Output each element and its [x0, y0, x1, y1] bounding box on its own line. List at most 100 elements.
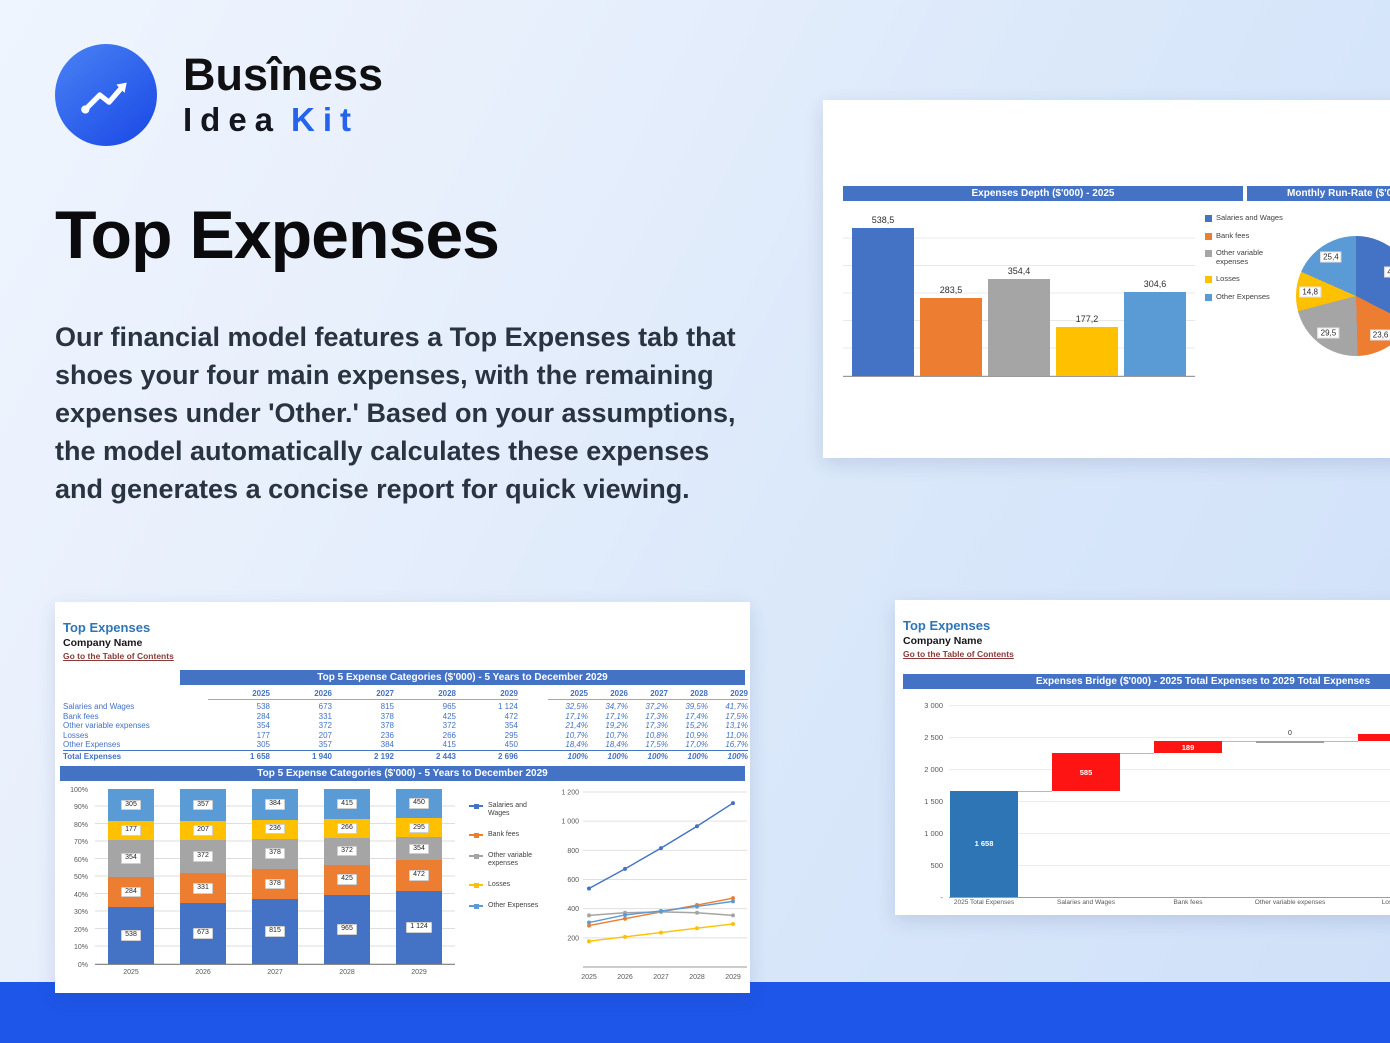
percent-cell: 10,7% [565, 730, 588, 740]
bar-value-label: 378 [265, 848, 285, 859]
bar-value-label: 354 [409, 843, 429, 855]
value-cell: 472 [504, 711, 518, 721]
value-cell: 207 [318, 730, 332, 740]
bar-segment: 472 [396, 860, 442, 891]
legend-marker-dot [474, 882, 479, 888]
value-cell: 354 [256, 721, 270, 731]
percent-cell: 17,0% [685, 740, 708, 750]
legend-label: Other Expenses [1216, 291, 1270, 301]
year-header: 2025 [548, 688, 588, 700]
percent-cell: 11,0% [725, 730, 748, 740]
legend-label: Salaries and Wages [1216, 213, 1283, 222]
gridline [949, 705, 1390, 706]
depth-bar: 283,5 [920, 285, 982, 376]
percent-cell: 21,4% [565, 721, 588, 731]
bar-segment: 673 [180, 903, 226, 964]
percent-cell: 32,5% [565, 702, 588, 711]
svg-text:2028: 2028 [689, 974, 705, 981]
year-header: 2029 [456, 688, 518, 700]
legend-label: Bank fees [1216, 230, 1250, 240]
legend-label: Bank fees [488, 831, 520, 838]
value-cell: 331 [318, 711, 332, 721]
percent-cell: 18,4% [605, 740, 628, 750]
gap-cell [518, 688, 548, 702]
bar-value-label: 1 658 [974, 839, 994, 849]
svg-text:2029: 2029 [725, 974, 741, 981]
value-cell: 357 [318, 740, 332, 750]
table-of-contents-link[interactable]: Go to the Table of Contents [903, 649, 1014, 659]
legend-marker [469, 882, 483, 888]
year-header: 2028 [668, 688, 708, 700]
depth-bar: 304,6 [1124, 279, 1186, 376]
brand-text: Busîness Idea Kit [183, 51, 383, 139]
bridge-waterfall-chart: 3 000 2 500 2 000 1 500 1 000 500 - 1 658 2025 T… [903, 696, 1390, 915]
x-axis-label: 2029 [411, 969, 427, 976]
percent-cell: 100% [548, 749, 588, 762]
bar-segment: 284 [108, 877, 154, 908]
bar-value-label: 538,5 [871, 214, 895, 225]
value-cell: 372 [318, 721, 332, 731]
legend-label: Other variable expenses [488, 852, 532, 867]
stacked-x-axis: 2025 2026 2027 2028 2029 [95, 969, 455, 976]
runrate-chart-header: Monthly Run-Rate ($'000) [1247, 186, 1390, 201]
bar-segment: 415 [324, 789, 370, 819]
value-cell: 1 658 [208, 749, 270, 762]
bar-segment: 538 [108, 907, 154, 964]
bar-value-label: 585 [1079, 767, 1093, 777]
y-tick-label: 3 000 [924, 701, 943, 710]
percent-cell: 10,7% [605, 730, 628, 740]
y-tick-label: 10% [73, 944, 88, 951]
bar-segment: 450 [396, 789, 442, 819]
bar-value-label: 1 124 [406, 922, 432, 933]
year-header: 2027 [332, 688, 394, 700]
bar-value-label: 295 [409, 822, 429, 834]
value-cell: 372 [442, 721, 456, 731]
legend-swatch [1205, 232, 1212, 240]
y-tick-label: 1 000 [924, 829, 943, 838]
waterfall-bar: 585 [1052, 753, 1120, 791]
value-cell: 425 [442, 711, 456, 721]
brand-logo[interactable]: Busîness Idea Kit [55, 44, 383, 146]
corner-cell [63, 688, 208, 702]
stacked-plot: 538 284 354 177 305 673 331 372 207 357 815 378 378 2… [95, 788, 455, 965]
y-tick-label: 90% [73, 804, 88, 811]
value-cell: 450 [504, 740, 518, 750]
legend-swatch [1205, 293, 1212, 301]
year-header: 2027 [628, 688, 668, 700]
legend-label: Other Expenses [488, 902, 539, 909]
bar-value-label: 425 [337, 874, 357, 885]
depth-bar-chart: 538,5 283,5 354,4 177,2 304,6 [843, 212, 1195, 377]
company-name: Company Name [63, 637, 143, 649]
bar-value-label: 304,6 [1143, 279, 1167, 290]
year-header: 2026 [588, 688, 628, 700]
top5-expense-table: 2025 2026 2027 2028 2029 2025 2026 2027 2028 2029… [63, 688, 748, 762]
legend-marker-dot [474, 803, 479, 809]
top5-table-header: Top 5 Expense Categories ($'000) - 5 Yea… [180, 670, 745, 685]
bar-value-label: 283,5 [939, 285, 963, 295]
bar-value-label: 177,2 [1075, 314, 1099, 325]
stacked-y-axis: 100% 90% 80% 70% 60% 50% 40% 30% 20% 10% 0% [63, 787, 91, 970]
bar-value-label: 354 [121, 853, 141, 864]
depth-bar: 177,2 [1056, 314, 1118, 376]
y-tick-label: 2 500 [924, 733, 943, 742]
table-of-contents-link[interactable]: Go to the Table of Contents [63, 651, 174, 661]
bar-value-label: 354,4 [1007, 265, 1031, 276]
x-axis-label: Bank fees [1173, 899, 1203, 906]
legend-item: Losses [1205, 274, 1285, 284]
value-cell: 2 192 [332, 749, 394, 762]
x-axis-label: 2026 [195, 969, 211, 976]
legend-label: Other variable expenses [1216, 248, 1264, 266]
bar-value-label: 266 [337, 823, 357, 834]
bar-value-label: 189 [1181, 742, 1195, 752]
percent-cell: 17,3% [645, 721, 668, 731]
bar-value-label: 331 [193, 883, 213, 894]
value-cell: 284 [256, 711, 270, 721]
legend-marker-dot [474, 903, 479, 909]
legend-item: Other Expenses [469, 902, 549, 910]
percent-cell: 17,3% [645, 711, 668, 721]
legend-item: Other Expenses [1205, 291, 1285, 302]
gap-cell [518, 740, 548, 750]
bar-value-label: 673 [193, 928, 213, 939]
value-cell: 177 [256, 730, 270, 740]
